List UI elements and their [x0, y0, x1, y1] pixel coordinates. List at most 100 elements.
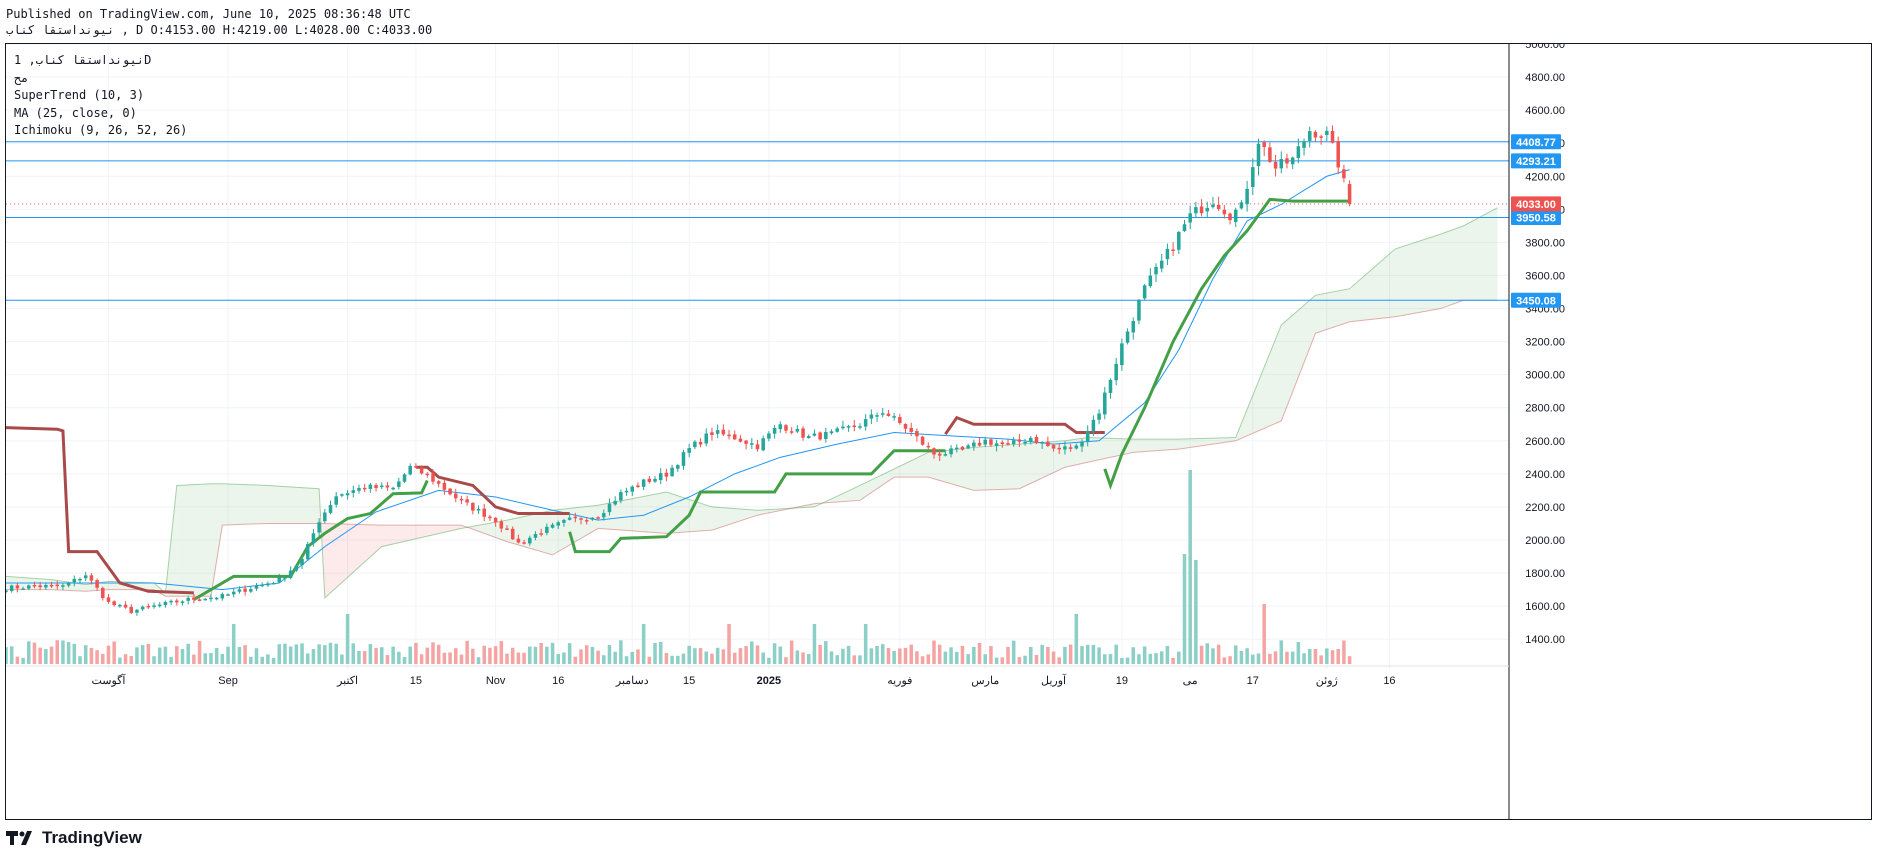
- volume-bar: [772, 643, 777, 664]
- tradingview-logo[interactable]: TradingView: [6, 828, 142, 848]
- candle-up: [1177, 231, 1181, 250]
- candle-up: [528, 537, 532, 544]
- price-tick-label: 2200.00: [1525, 502, 1565, 514]
- volume-bar: [550, 642, 555, 664]
- volume-bar: [858, 655, 862, 664]
- legend-extra: مح: [14, 70, 29, 85]
- volume-bar: [573, 656, 578, 664]
- volume-bar: [687, 645, 691, 664]
- candle-down: [1268, 147, 1272, 162]
- supertrend-up-line: [1103, 197, 1350, 490]
- candle-down: [789, 431, 794, 433]
- candle-up: [1023, 441, 1027, 444]
- volume-bar: [619, 640, 623, 664]
- horizontal-lines: [6, 141, 1509, 301]
- candle-down: [937, 453, 942, 456]
- volume-bar: [288, 646, 293, 664]
- volume-bar: [937, 644, 942, 664]
- volume-bar: [1068, 644, 1073, 664]
- volume-bar: [72, 643, 77, 664]
- candle-down: [1313, 131, 1318, 138]
- candle-up: [391, 487, 395, 490]
- volume-bar: [476, 657, 481, 664]
- candle-up: [1251, 167, 1255, 188]
- candle-up: [761, 438, 765, 451]
- volume-bar: [21, 657, 25, 664]
- candle-down: [573, 516, 578, 519]
- candle-up: [323, 512, 327, 522]
- time-tick-label: Sep: [218, 675, 238, 687]
- chart-frame[interactable]: 1400.00 1600.00 1800.00 2000.00 2200.00 2400.…: [4, 39, 1872, 820]
- volume-bar: [1085, 644, 1090, 664]
- volume-bar: [106, 645, 111, 664]
- volume-bar: [983, 654, 987, 664]
- volume-bar: [602, 655, 606, 664]
- volume-bar: [425, 647, 430, 664]
- volume-bar: [1268, 653, 1272, 664]
- candle-up: [357, 487, 361, 491]
- legend-ma[interactable]: MA (25, close, 0): [14, 105, 137, 120]
- volume-bar: [926, 654, 931, 664]
- volume-bar: [835, 655, 839, 664]
- candle-up: [676, 465, 680, 469]
- legend-supertrend[interactable]: SuperTrend (10, 3): [14, 88, 145, 102]
- volume-bar: [27, 641, 31, 664]
- price-chart[interactable]: 1400.00 1600.00 1800.00 2000.00 2200.00 2400.…: [4, 39, 1871, 819]
- candle-up: [300, 558, 304, 566]
- volume-bar: [1205, 643, 1210, 664]
- volume-bar: [1131, 647, 1136, 664]
- volume-bar: [681, 653, 686, 664]
- volume-bar: [516, 652, 521, 664]
- volume-bar: [1063, 646, 1067, 664]
- volume-bar: [334, 643, 338, 664]
- volume-bar: [1251, 654, 1255, 664]
- candle-up: [4, 590, 8, 592]
- candle-up: [681, 452, 686, 466]
- volume-bar: [294, 644, 299, 664]
- volume-bar: [528, 646, 532, 664]
- candle-up: [1205, 207, 1210, 212]
- candle-up: [317, 522, 321, 533]
- volume-bar: [704, 651, 709, 664]
- candle-up: [869, 414, 874, 419]
- hline-price-label: 4408.77: [1516, 137, 1556, 149]
- candle-up: [44, 585, 48, 588]
- candle-up: [1063, 446, 1067, 450]
- cloud-segment: [319, 488, 325, 598]
- candle-up: [1131, 321, 1136, 333]
- volume-bar: [1285, 651, 1289, 664]
- volume-bar: [83, 645, 88, 664]
- volume-bar: [806, 654, 811, 664]
- volume-bar: [101, 653, 105, 664]
- legend-ichimoku[interactable]: Ichimoku (9, 26, 52, 26): [14, 123, 188, 137]
- candle-up: [1194, 207, 1198, 214]
- candle-up: [1307, 131, 1312, 141]
- candle-up: [602, 513, 606, 518]
- volume-bar: [186, 643, 190, 664]
- volume-bar: [271, 657, 276, 664]
- candle-down: [579, 518, 583, 520]
- candle-up: [607, 503, 612, 513]
- volume-bar: [795, 650, 800, 664]
- hline-price-label-bg: [1511, 210, 1561, 226]
- price-tick-label: 1800.00: [1525, 568, 1565, 580]
- volume-bar: [499, 641, 504, 664]
- candle-up: [237, 589, 242, 592]
- ichimoku-cloud: [5, 207, 1498, 599]
- candle-up: [1120, 343, 1124, 366]
- candle-down: [710, 432, 714, 435]
- candle-up: [1245, 188, 1249, 205]
- volume-bar: [732, 652, 737, 664]
- volume-bar: [1125, 657, 1130, 664]
- legend-symbol[interactable]: نيونداستقا كناب, 1D: [14, 53, 152, 67]
- volume-bar: [624, 656, 629, 664]
- indicator-legend: نيونداستقا كناب, 1D مح SuperTrend (10, 3…: [14, 52, 187, 140]
- candle-up: [83, 575, 88, 579]
- volume-bar: [596, 650, 600, 664]
- candle-up: [260, 584, 264, 587]
- candle-down: [977, 442, 982, 446]
- volume-bar: [197, 640, 202, 664]
- volume-bar: [277, 644, 282, 664]
- cloud-segment: [1019, 440, 1065, 489]
- candle-down: [493, 517, 498, 523]
